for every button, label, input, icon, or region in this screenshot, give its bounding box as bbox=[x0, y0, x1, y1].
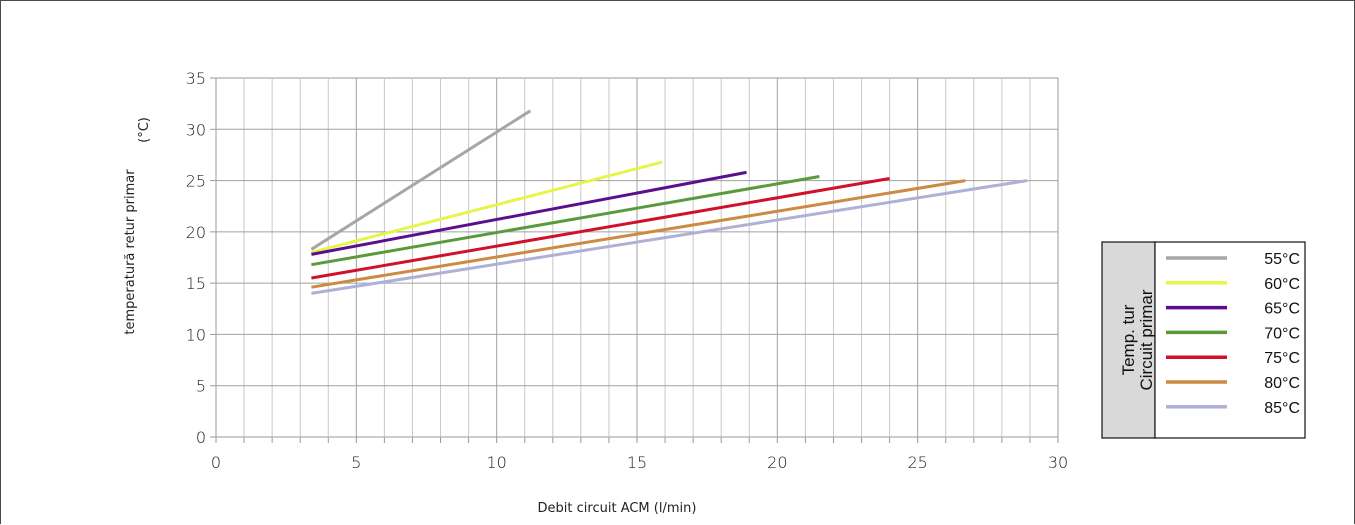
y-tick-labels: 0 5 10 15 20 25 30 35 bbox=[186, 69, 206, 447]
x-tick-label: 10 bbox=[486, 453, 506, 472]
legend-title-cell bbox=[1101, 241, 1156, 439]
legend-label: 80°C bbox=[1264, 375, 1300, 392]
x-tick-label: 15 bbox=[627, 453, 647, 472]
y-tick-label: 10 bbox=[186, 325, 206, 344]
y-tick-label: 15 bbox=[186, 274, 206, 293]
series-line bbox=[310, 109, 532, 251]
legend-label: 85°C bbox=[1264, 400, 1300, 417]
series-line bbox=[311, 179, 1028, 295]
legend-label: 60°C bbox=[1264, 276, 1300, 293]
y-axis-unit: (°C) bbox=[137, 117, 152, 143]
x-tick-label: 5 bbox=[351, 453, 361, 472]
legend-label: 65°C bbox=[1264, 301, 1300, 318]
series-line bbox=[311, 160, 663, 254]
y-tick-label: 20 bbox=[186, 223, 206, 242]
series-line bbox=[311, 170, 747, 256]
legend-label: 55°C bbox=[1264, 251, 1300, 268]
legend: Temp. tur Circuit primar 55°C 60°C 65°C 70°… bbox=[1101, 241, 1306, 439]
series-line bbox=[311, 175, 820, 267]
legend-title-line2: Circuit primar bbox=[1137, 289, 1156, 390]
series-line bbox=[311, 177, 890, 280]
legend-items: 55°C 60°C 65°C 70°C 75°C 80°C 85°C bbox=[1166, 251, 1300, 417]
x-tick-label: 25 bbox=[907, 453, 927, 472]
series-lines bbox=[310, 109, 1028, 295]
y-tick-label: 35 bbox=[186, 69, 206, 88]
x-tick-label: 20 bbox=[767, 453, 787, 472]
legend-label: 70°C bbox=[1264, 325, 1300, 342]
x-tick-label: 0 bbox=[211, 453, 221, 472]
x-tick-label: 30 bbox=[1048, 453, 1068, 472]
grid bbox=[210, 77, 1059, 443]
series-line bbox=[311, 179, 966, 289]
x-tick-labels: 0 5 10 15 20 25 30 bbox=[211, 453, 1068, 472]
legend-label: 75°C bbox=[1264, 350, 1300, 367]
y-tick-label: 5 bbox=[196, 377, 206, 396]
y-tick-label: 0 bbox=[196, 428, 206, 447]
legend-title-line1: Temp. tur bbox=[1119, 304, 1138, 375]
y-tick-label: 25 bbox=[186, 172, 206, 191]
y-axis-title: temperatură retur primar bbox=[123, 169, 138, 335]
x-axis-title: Debit circuit ACM (l/min) bbox=[538, 501, 697, 516]
y-tick-label: 30 bbox=[186, 120, 206, 139]
